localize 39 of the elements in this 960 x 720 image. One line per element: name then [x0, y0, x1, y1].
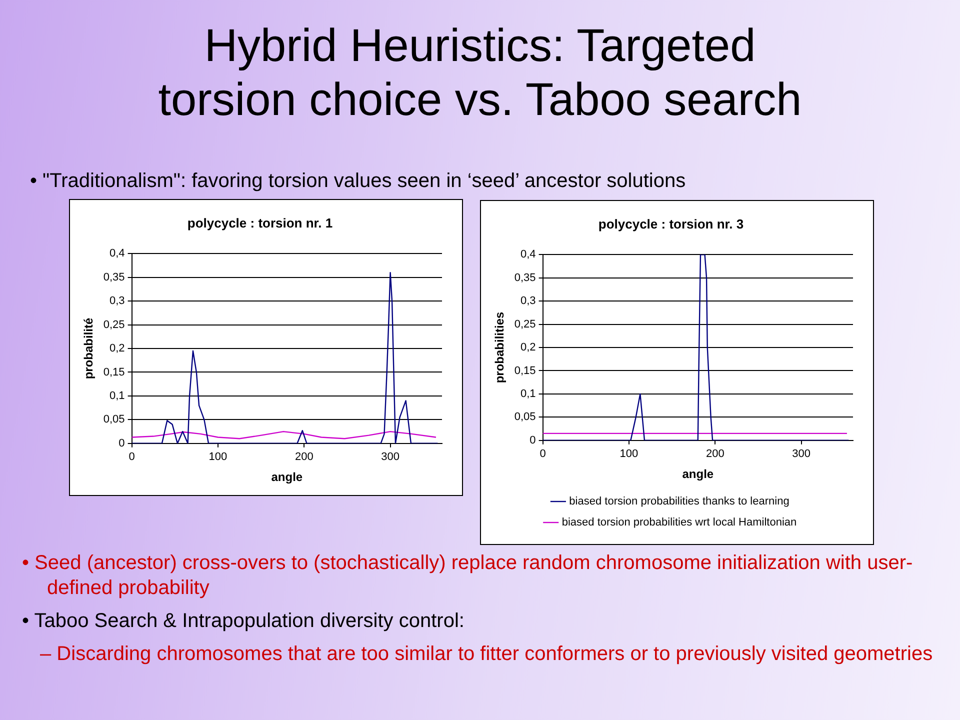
- y-tick-label: 0: [118, 437, 125, 450]
- y-tick-label: 0,3: [110, 295, 125, 308]
- y-tick-label: 0,3: [520, 295, 536, 308]
- y-axis-title: probabilities: [492, 312, 507, 384]
- y-tick-label: 0: [530, 434, 536, 446]
- legend-label: biased torsion probabilities wrt local Hamiltonian: [562, 516, 797, 529]
- y-tick-label: 0,4: [110, 248, 125, 260]
- x-tick-label: 100: [208, 451, 228, 464]
- y-tick-label: 0,15: [514, 364, 536, 377]
- chart-title: polycycle : torsion nr. 3: [598, 216, 744, 232]
- chart-title: polycycle : torsion nr. 1: [187, 215, 333, 230]
- x-tick-label: 200: [706, 448, 724, 460]
- x-tick-label: 300: [792, 448, 810, 460]
- y-tick-label: 0,1: [110, 390, 125, 402]
- y-tick-label: 0,25: [103, 318, 125, 331]
- text: Hybrid Heuristics: Targeted torsion choice vs. Taboo search: [157, 18, 803, 126]
- y-tick-label: 0,4: [520, 248, 536, 261]
- x-tick-label: 0: [540, 448, 546, 460]
- text: • Seed (ancestor) cross-overs to (stochastically) replace random chromosome initialization with user-defined probability: [22, 551, 914, 601]
- y-tick-label: 0,25: [514, 318, 536, 330]
- text: • Taboo Search & Intrapopulation diversity control:: [22, 609, 466, 634]
- x-axis-title: angle: [682, 467, 714, 482]
- text: – Discarding chromosomes that are too similar to fitter conformers or to previously visited geometries: [40, 642, 934, 667]
- y-tick-label: 0,15: [103, 366, 125, 378]
- y-tick-label: 0,1: [520, 388, 536, 400]
- x-tick-label: 300: [381, 451, 400, 464]
- x-axis-title: angle: [271, 470, 303, 484]
- y-tick-label: 0,35: [514, 272, 536, 284]
- text: • "Traditionalism": favoring torsion values seen in ‘seed’ ancestor solutions: [30, 170, 686, 193]
- x-tick-label: 0: [128, 451, 135, 464]
- y-tick-label: 0,2: [520, 342, 536, 354]
- y-tick-label: 0,05: [103, 414, 125, 426]
- x-tick-label: 200: [294, 451, 314, 464]
- y-axis-title: probabilité: [82, 318, 96, 380]
- y-tick-label: 0,2: [110, 342, 125, 355]
- y-tick-label: 0,05: [514, 411, 536, 424]
- y-tick-label: 0,35: [103, 271, 125, 284]
- x-tick-label: 100: [620, 448, 638, 460]
- legend-label: biased torsion probabilities thanks to learning: [569, 496, 790, 508]
